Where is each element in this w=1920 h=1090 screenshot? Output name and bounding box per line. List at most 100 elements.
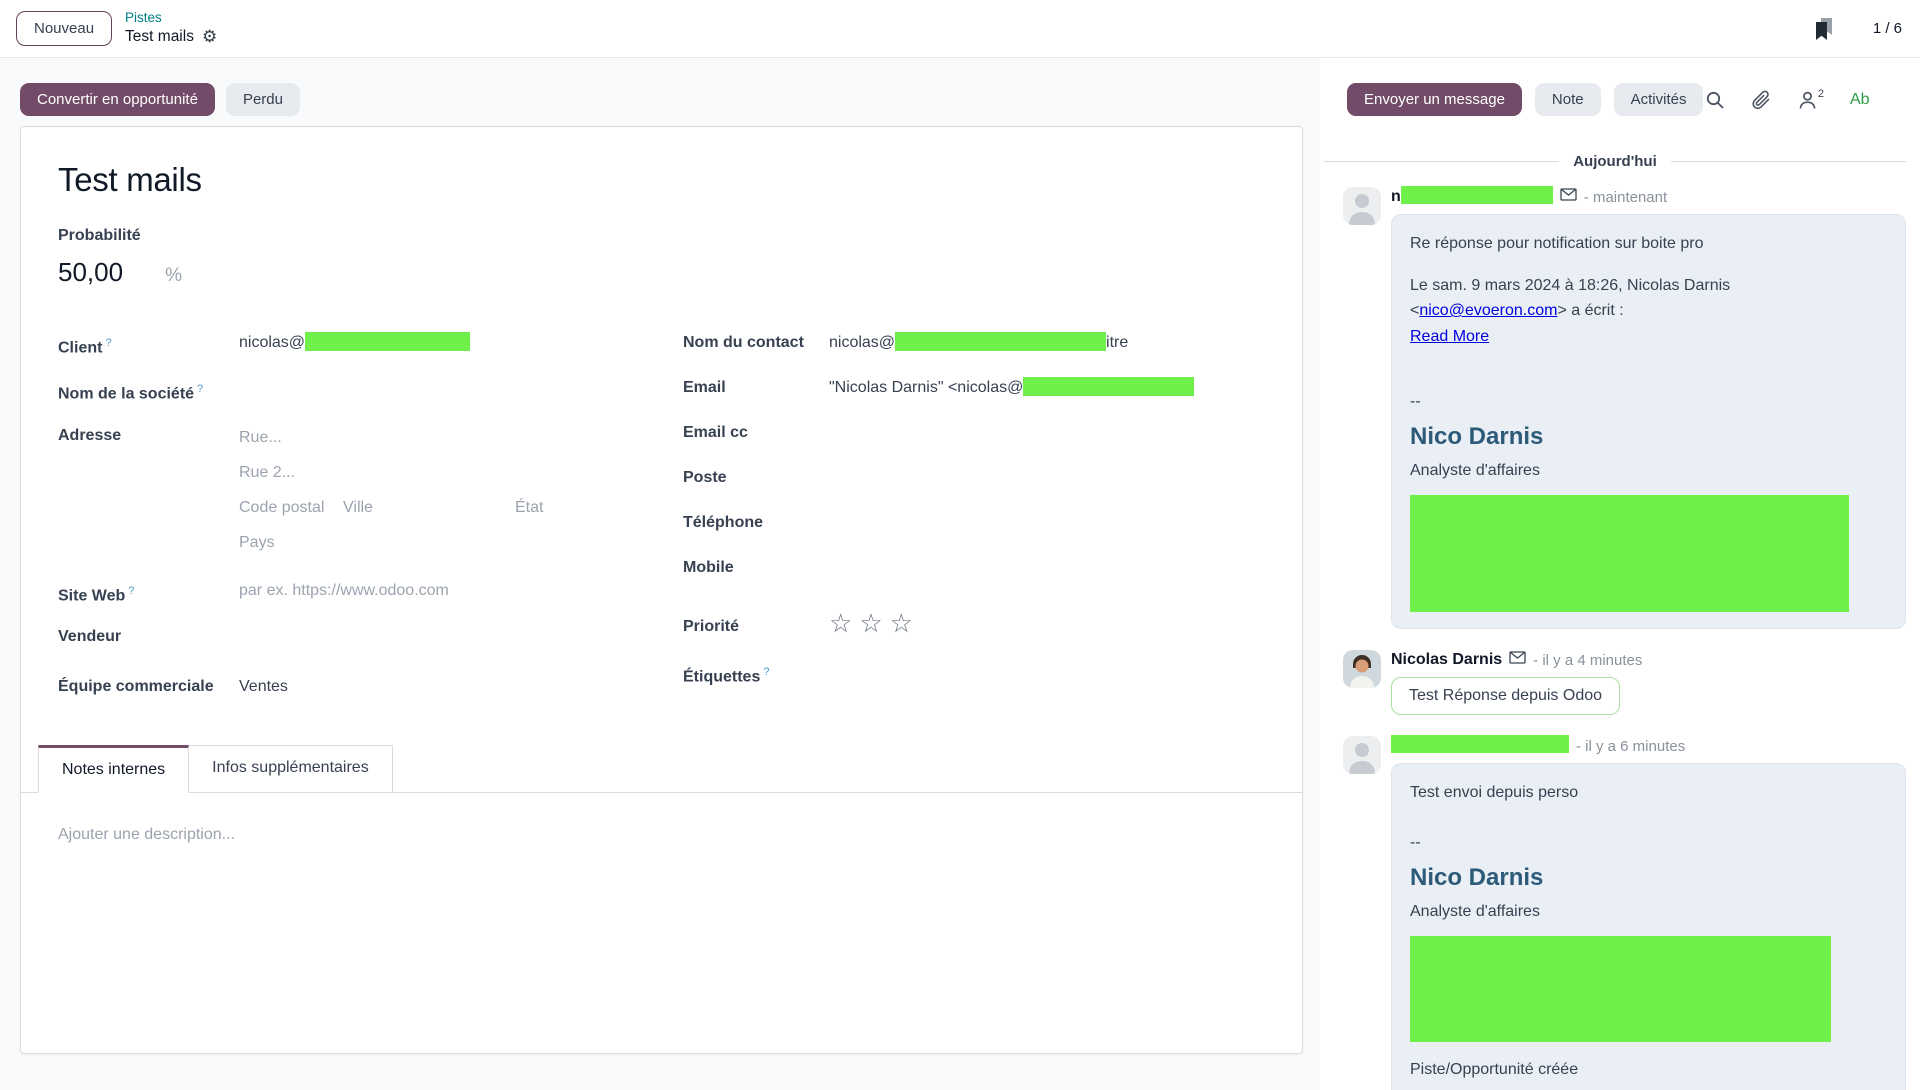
field-tags: Étiquettes? [683, 659, 1282, 690]
field-salesperson: Vendeur [58, 624, 683, 654]
city-input[interactable]: Ville [343, 498, 373, 516]
sales-team-label: Équipe commerciale [58, 677, 214, 695]
search-messages-icon[interactable] [1705, 90, 1725, 110]
field-sales-team: Équipe commerciale Ventes [58, 674, 683, 704]
field-job: Poste [683, 465, 1282, 495]
attachments-icon[interactable] [1751, 89, 1772, 110]
website-label: Site Web [58, 586, 126, 604]
message-author[interactable]: n [1391, 186, 1553, 206]
tab-internal-notes[interactable]: Notes internes [38, 744, 190, 793]
bookmark-icon[interactable] [1813, 17, 1835, 41]
country-input[interactable]: Pays [239, 533, 275, 551]
message-author[interactable]: Nicolas Darnis [1391, 651, 1503, 668]
message-time: - maintenant [1583, 188, 1668, 206]
message-text: Test envoi depuis perso [1410, 784, 1579, 801]
lost-button[interactable]: Perdu [225, 83, 300, 116]
tags-label: Étiquettes [683, 668, 761, 686]
contact-name-label: Nom du contact [683, 334, 804, 351]
signature-role: Analyste d'affaires [1410, 462, 1540, 479]
website-input[interactable]: par ex. https://www.odoo.com [239, 581, 449, 599]
breadcrumb-bar: Nouveau Pistes Test mails ⚙ 1 / 6 [0, 0, 1920, 58]
new-button[interactable]: Nouveau [16, 11, 113, 46]
message-subject: Re réponse pour notification sur boite p… [1410, 235, 1704, 252]
lead-form-card: Test mails Probabilité 50,00 % Client? n… [20, 126, 1303, 1054]
breadcrumb: Pistes Test mails ⚙ [125, 10, 217, 46]
field-address: Adresse Rue... Rue 2... Code postal Vill… [58, 423, 683, 563]
field-contact-name: Nom du contact nicolas@ itre [683, 330, 1282, 360]
field-priority: Priorité ☆ ☆ ☆ [683, 610, 1282, 644]
sales-team-value[interactable]: Ventes [239, 677, 288, 695]
help-icon[interactable]: ? [197, 383, 204, 396]
followers-overflow-label[interactable]: Ab [1850, 90, 1870, 108]
company-label: Nom de la société [58, 385, 195, 403]
signature-dashes: -- [1410, 834, 1421, 851]
star-icon[interactable]: ☆ [829, 608, 853, 638]
read-more-link[interactable]: Read More [1410, 328, 1490, 345]
convert-opportunity-button[interactable]: Convertir en opportunité [20, 83, 215, 116]
redacted-block [305, 331, 471, 351]
send-message-button[interactable]: Envoyer un message [1347, 83, 1522, 116]
log-note-button[interactable]: Note [1534, 83, 1601, 116]
message-bubble: Re réponse pour notification sur boite p… [1391, 214, 1906, 629]
followers-icon[interactable]: 2 [1798, 87, 1824, 110]
gear-icon[interactable]: ⚙ [201, 27, 218, 47]
client-value[interactable]: nicolas@ [239, 330, 683, 356]
day-divider-label: Aujourd'hui [1573, 153, 1657, 170]
contact-name-value[interactable]: nicolas@ itre [829, 330, 1282, 356]
email-value[interactable]: "Nicolas Darnis" <nicolas@ [829, 375, 1282, 401]
field-mobile: Mobile [683, 555, 1282, 585]
email-link[interactable]: nico@evoeron.com [1419, 302, 1558, 319]
message-author[interactable] [1391, 735, 1569, 755]
day-divider: Aujourd'hui [1324, 153, 1906, 170]
lead-title[interactable]: Test mails [58, 161, 202, 198]
phone-label: Téléphone [683, 514, 764, 531]
zip-input[interactable]: Code postal [239, 498, 325, 516]
message-time: - il y a 6 minutes [1576, 737, 1686, 755]
message: Nicolas Darnis - il y a 4 minutes Test R… [1343, 650, 1906, 715]
signature-name: Nico Darnis [1410, 423, 1544, 450]
redacted-block [1410, 936, 1831, 1042]
help-icon[interactable]: ? [105, 337, 112, 349]
avatar [1343, 187, 1381, 225]
tracking-message: Piste/Opportunité créée [1410, 1061, 1579, 1078]
activities-button[interactable]: Activités [1613, 83, 1704, 116]
street-input[interactable]: Rue... [239, 428, 282, 446]
probability-unit: % [165, 265, 182, 286]
signature-dashes: -- [1410, 393, 1421, 410]
message-time: - il y a 4 minutes [1533, 651, 1643, 669]
star-icon[interactable]: ☆ [859, 608, 883, 638]
redacted-block [1023, 376, 1195, 396]
state-input[interactable]: État [515, 498, 544, 516]
email-type-icon [1560, 188, 1577, 206]
followers-count: 2 [1817, 87, 1824, 100]
field-phone: Téléphone [683, 510, 1282, 540]
probability-value[interactable]: 50,00 [58, 257, 124, 287]
email-cc-label: Email cc [683, 424, 748, 441]
probability-label: Probabilité [58, 227, 141, 244]
form-area: Convertir en opportunité Perdu Test mail… [0, 58, 1320, 1090]
signature-name: Nico Darnis [1410, 864, 1544, 891]
job-label: Poste [683, 469, 727, 486]
help-icon[interactable]: ? [128, 584, 135, 597]
message-bubble: Test envoi depuis perso -- Nico Darnis A… [1391, 763, 1906, 1090]
probability-block: Probabilité 50,00 % [41, 227, 1282, 288]
street2-input[interactable]: Rue 2... [239, 463, 296, 481]
field-company: Nom de la société? [58, 376, 683, 407]
signature-role: Analyste d'affaires [1410, 903, 1540, 920]
field-client: Client? nicolas@ [58, 330, 683, 361]
client-label: Client [58, 339, 103, 357]
avatar [1343, 650, 1381, 688]
tab-extra-info[interactable]: Infos supplémentaires [189, 744, 393, 792]
breadcrumb-current: Test mails [125, 28, 194, 46]
breadcrumb-parent-link[interactable]: Pistes [125, 10, 162, 26]
help-icon[interactable]: ? [763, 666, 770, 678]
record-pager[interactable]: 1 / 6 [1872, 20, 1902, 37]
message-date-line: Le sam. 9 mars 2024 à 18:26, Nicolas Dar… [1410, 277, 1731, 294]
redacted-block [895, 331, 1107, 351]
message: - il y a 6 minutes Test envoi depuis per… [1343, 735, 1906, 1090]
avatar [1343, 736, 1381, 774]
email-type-icon [1509, 651, 1526, 669]
message-bubble: Test Réponse depuis Odoo [1391, 677, 1621, 715]
description-input[interactable]: Ajouter une description... [58, 825, 235, 843]
star-icon[interactable]: ☆ [889, 608, 913, 638]
